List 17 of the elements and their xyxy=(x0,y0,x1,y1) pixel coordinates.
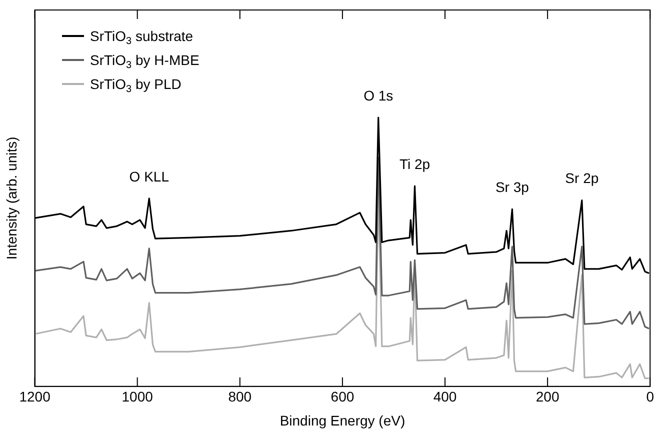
annotation: Ti 2p xyxy=(399,156,430,172)
legend-label: SrTiO$_{3}$ by H-MBE xyxy=(90,52,200,71)
x-tick-label: 600 xyxy=(330,388,354,405)
annotation: O KLL xyxy=(129,168,170,184)
x-tick-label: 200 xyxy=(536,388,560,405)
x-tick-label: 1200 xyxy=(19,388,51,405)
x-tick-label: 800 xyxy=(228,388,252,405)
x-tick-label: 1000 xyxy=(122,388,154,405)
x-axis-title: Binding Energy (eV) xyxy=(280,412,406,428)
x-tick-label: 0 xyxy=(646,388,654,405)
annotation: O 1s xyxy=(364,87,394,104)
legend-label: SrTiO$_{3}$ by PLD xyxy=(90,76,182,95)
y-axis-title: Intensity (arb. units) xyxy=(3,136,20,260)
x-tick-label: 400 xyxy=(433,388,457,405)
annotation: Sr 3p xyxy=(495,179,530,196)
legend-label: SrTiO$_{3}$ substrate xyxy=(90,28,194,47)
annotation: Sr 2p xyxy=(565,170,599,186)
